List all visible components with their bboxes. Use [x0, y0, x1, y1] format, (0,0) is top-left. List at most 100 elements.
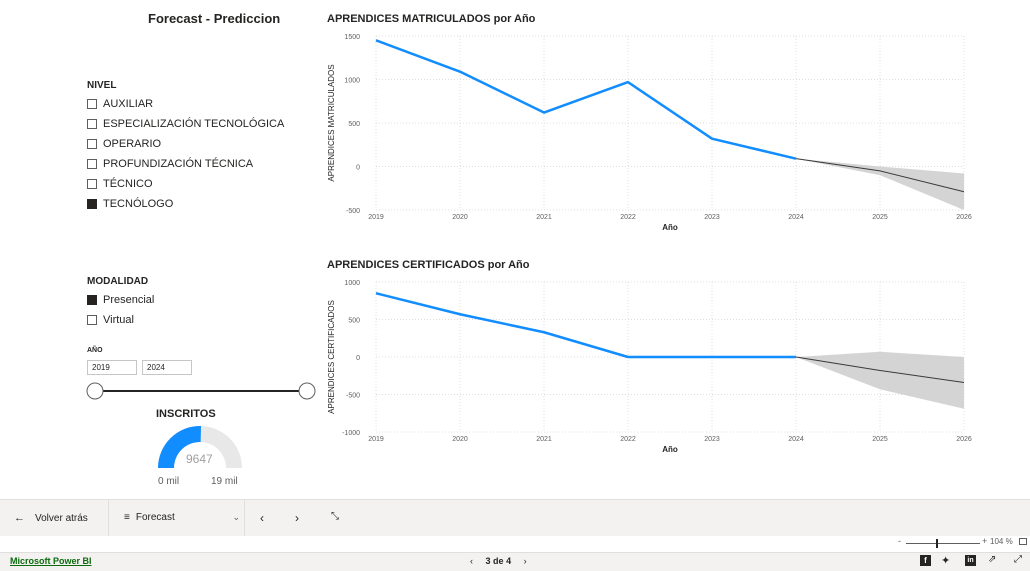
- nivel-option[interactable]: ESPECIALIZACIÓN TECNOLÓGICA: [87, 114, 284, 134]
- year-slicer-title: AÑO: [87, 347, 103, 354]
- power-bi-link[interactable]: Microsoft Power BI: [10, 556, 92, 566]
- checkbox[interactable]: [87, 315, 97, 325]
- x-tick-label: 2019: [368, 214, 384, 221]
- x-tick-label: 2023: [704, 436, 720, 443]
- x-tick-label: 2024: [788, 436, 804, 443]
- page-dropdown[interactable]: ≡ Forecast ⌄: [124, 512, 240, 523]
- collapse-icon: ⤡: [331, 511, 339, 522]
- nivel-option[interactable]: AUXILIAR: [87, 94, 284, 114]
- checkbox[interactable]: [87, 119, 97, 129]
- chart-matriculados-title: APRENDICES MATRICULADOS por Año: [327, 13, 536, 25]
- zoom-out-button[interactable]: -: [898, 536, 901, 546]
- modalidad-option[interactable]: Presencial: [87, 290, 154, 310]
- x-tick-label: 2023: [704, 214, 720, 221]
- nivel-slicer: NIVEL AUXILIAR ESPECIALIZACIÓN TECNOLÓGIC…: [87, 80, 284, 214]
- nivel-slicer-title: NIVEL: [87, 80, 117, 91]
- y-tick-label: 0: [356, 355, 360, 362]
- series-line[interactable]: [375, 292, 796, 359]
- collapse-button[interactable]: ⤡: [331, 511, 339, 522]
- page-total: 4: [506, 556, 512, 566]
- nivel-options: AUXILIAR ESPECIALIZACIÓN TECNOLÓGICA OPERA…: [87, 94, 284, 214]
- x-tick-label: 2019: [368, 436, 384, 443]
- linkedin-icon[interactable]: in: [965, 555, 976, 566]
- page-indicator: ‹ 3 de 4 ›: [470, 556, 527, 566]
- checkbox[interactable]: [87, 199, 97, 209]
- checkbox[interactable]: [87, 159, 97, 169]
- nivel-option[interactable]: OPERARIO: [87, 134, 284, 154]
- checkbox[interactable]: [87, 99, 97, 109]
- report-title: Forecast - Prediccion: [148, 11, 281, 26]
- zoom-slider-handle[interactable]: [936, 539, 938, 548]
- y-tick-label: 1500: [344, 34, 360, 41]
- share-icon[interactable]: ⇗: [988, 554, 997, 565]
- zoom-slider[interactable]: [906, 543, 980, 544]
- twitter-icon[interactable]: ✦: [941, 555, 951, 567]
- checkbox[interactable]: [87, 139, 97, 149]
- facebook-icon[interactable]: f: [920, 555, 931, 566]
- y-tick-label: 1000: [344, 280, 360, 287]
- divider: [244, 500, 245, 536]
- checkbox[interactable]: [87, 295, 97, 305]
- inscritos-gauge: [158, 426, 242, 468]
- modalidad-option-label: Virtual: [103, 314, 134, 326]
- chart-certificados[interactable]: -1000 -500 0 500 1000 2019 2020 2021 2022 2023 202…: [320, 274, 980, 464]
- fullscreen-icon[interactable]: ⤢: [1014, 554, 1022, 565]
- fit-page-icon[interactable]: [1019, 538, 1027, 545]
- list-icon: ≡: [124, 512, 130, 523]
- x-tick-label: 2024: [788, 214, 804, 221]
- checkbox[interactable]: [87, 179, 97, 189]
- x-axis-title: Año: [662, 223, 678, 232]
- x-tick-label: 2025: [872, 214, 888, 221]
- nivel-option-label: AUXILIAR: [103, 98, 154, 110]
- modalidad-slicer: MODALIDAD Presencial Virtual: [87, 276, 154, 330]
- y-tick-label: -500: [346, 208, 360, 215]
- next-page-icon[interactable]: ›: [523, 556, 527, 566]
- y-tick-label: 1000: [344, 78, 360, 85]
- y-tick-label: -500: [346, 393, 360, 400]
- back-button[interactable]: ← Volver atrás: [14, 512, 88, 524]
- gauge-min-label: 0 mil: [158, 476, 180, 487]
- series-line[interactable]: [375, 39, 797, 160]
- nivel-option[interactable]: TÉCNICO: [87, 174, 284, 194]
- previous-page-button[interactable]: ‹: [260, 511, 264, 525]
- y-tick-label: 500: [348, 121, 360, 128]
- nivel-option[interactable]: PROFUNDIZACIÓN TÉCNICA: [87, 154, 284, 174]
- nivel-option[interactable]: TECNÓLOGO: [87, 194, 284, 214]
- chart-matriculados[interactable]: -500 0 500 1000 1500 2019 2020 2021 2022 2023 2024…: [320, 28, 980, 242]
- zoom-level: 104 %: [990, 537, 1013, 546]
- year-to-input[interactable]: [142, 360, 192, 375]
- previous-page-icon[interactable]: ‹: [470, 556, 473, 566]
- x-tick-label: 2022: [620, 436, 636, 443]
- nivel-option-label: PROFUNDIZACIÓN TÉCNICA: [103, 158, 254, 170]
- x-tick-label: 2021: [536, 214, 552, 221]
- gauge-max-label: 19 mil: [211, 476, 238, 487]
- status-bar: [0, 552, 1030, 571]
- chevron-right-icon: ›: [295, 511, 299, 525]
- forecast-confidence-band: [796, 351, 964, 409]
- x-tick-label: 2026: [956, 436, 972, 443]
- zoom-in-button[interactable]: +: [982, 536, 988, 546]
- page-current: 3: [485, 556, 491, 566]
- modalidad-option[interactable]: Virtual: [87, 310, 154, 330]
- nivel-option-label: OPERARIO: [103, 138, 162, 150]
- back-button-label: Volver atrás: [35, 512, 88, 524]
- gauge-fill: [158, 426, 202, 468]
- nivel-option-label: TECNÓLOGO: [103, 198, 174, 210]
- next-page-button[interactable]: ›: [295, 511, 299, 525]
- chevron-down-icon: ⌄: [232, 512, 240, 522]
- nivel-option-label: TÉCNICO: [103, 178, 153, 190]
- modalidad-options: Presencial Virtual: [87, 290, 154, 330]
- x-tick-label: 2025: [872, 436, 888, 443]
- slider-handle-start[interactable]: [86, 382, 104, 400]
- slider-handle-end[interactable]: [298, 382, 316, 400]
- y-axis-title: APRENDICES MATRICULADOS: [327, 64, 336, 181]
- arrow-left-icon: ←: [14, 512, 25, 524]
- gauge-title: INSCRITOS: [156, 408, 216, 420]
- forecast-line: [795, 356, 965, 383]
- y-tick-label: 500: [348, 318, 360, 325]
- modalidad-option-label: Presencial: [103, 294, 155, 306]
- y-tick-label: -1000: [342, 430, 360, 437]
- year-range-slider[interactable]: [85, 380, 319, 402]
- divider: [108, 500, 109, 536]
- year-from-input[interactable]: [87, 360, 137, 375]
